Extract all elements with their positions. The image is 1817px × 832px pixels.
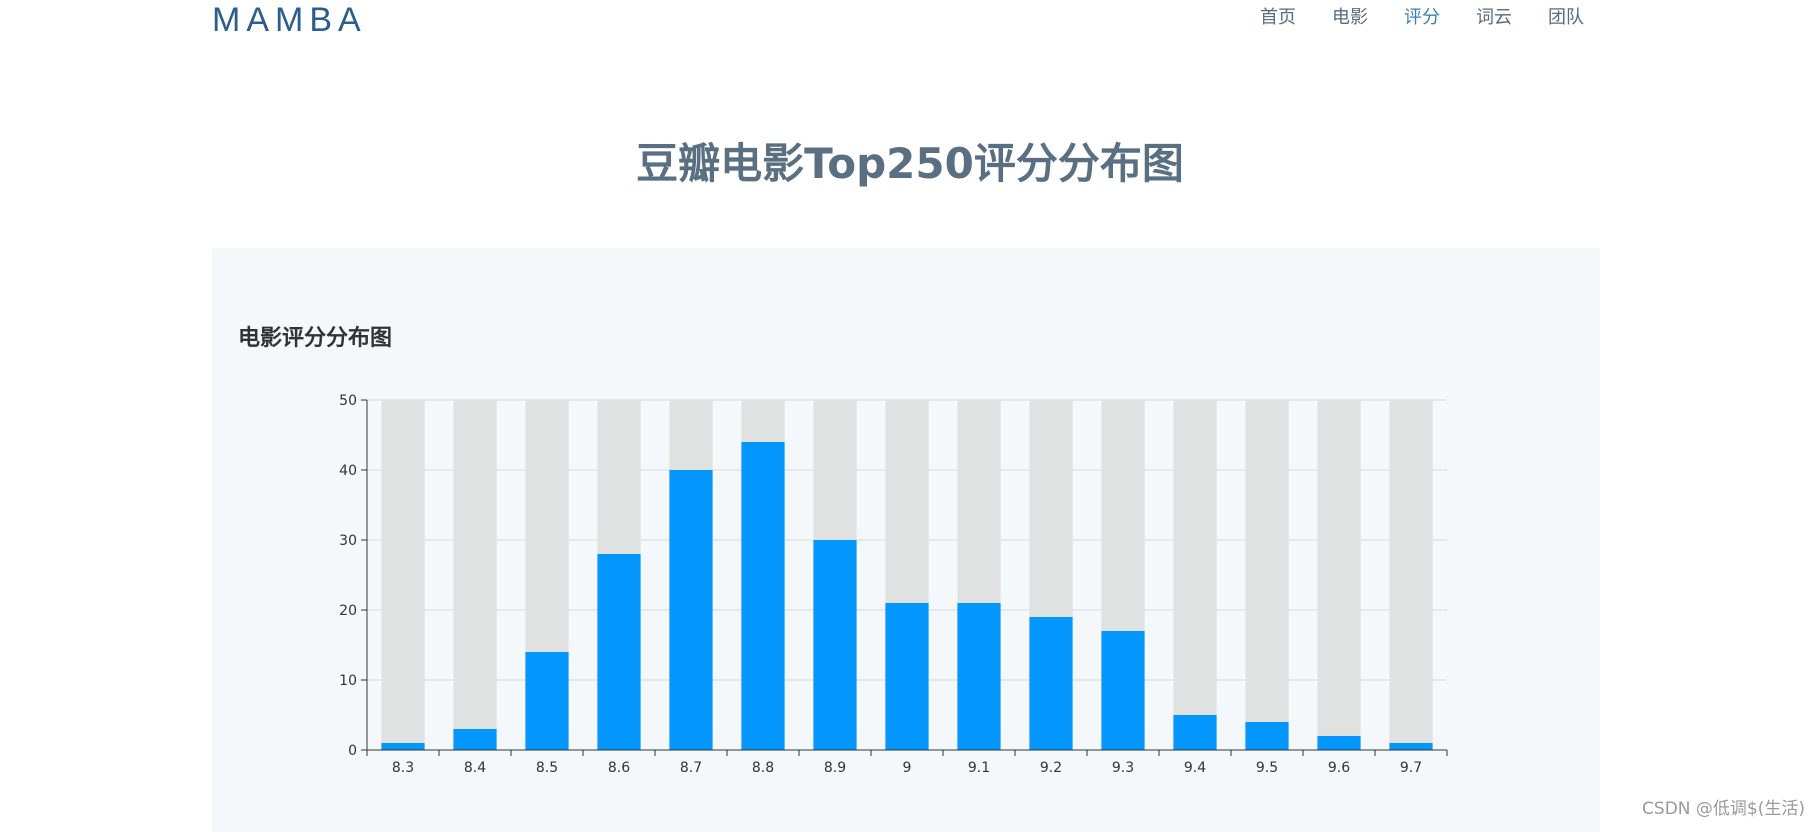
y-tick-label: 40 (339, 463, 357, 479)
y-tick-label: 20 (339, 603, 357, 619)
x-tick-label: 9.3 (1112, 760, 1134, 776)
x-tick-label: 9.2 (1040, 760, 1062, 776)
chart-title: 电影评分分布图 (238, 326, 393, 351)
bar (1029, 617, 1073, 750)
bar-background (453, 400, 497, 750)
bar (597, 554, 641, 750)
bar-background (1317, 400, 1361, 750)
bar (1173, 715, 1217, 750)
bar (741, 442, 785, 750)
nav-item-wordcloud[interactable]: 词云 (1476, 7, 1512, 28)
main-nav: 首页 电影 评分 词云 团队 (1260, 6, 1584, 30)
bar (957, 603, 1001, 750)
bar-background (381, 400, 425, 750)
y-tick-label: 10 (339, 673, 357, 689)
bar-background (1245, 400, 1289, 750)
bar (1389, 743, 1433, 750)
bar-background (1173, 400, 1217, 750)
nav-item-home[interactable]: 首页 (1260, 7, 1296, 28)
x-tick-label: 8.6 (608, 760, 630, 776)
x-tick-label: 8.4 (464, 760, 486, 776)
bar (453, 729, 497, 750)
x-tick-label: 9.5 (1256, 760, 1278, 776)
brand-logo[interactable]: MAMBA (212, 1, 367, 39)
x-tick-label: 8.7 (680, 760, 702, 776)
nav-item-team[interactable]: 团队 (1548, 7, 1584, 28)
y-tick-label: 0 (348, 743, 357, 759)
x-tick-label: 9.6 (1328, 760, 1350, 776)
page-title: 豆瓣电影Top250评分分布图 (636, 139, 1184, 188)
x-tick-label: 8.9 (824, 760, 846, 776)
bar (381, 743, 425, 750)
watermark: CSDN @低调$(生活) (1642, 799, 1805, 819)
x-tick-label: 8.3 (392, 760, 414, 776)
x-tick-label: 8.8 (752, 760, 774, 776)
x-tick-label: 9 (903, 760, 912, 776)
nav-item-ratings[interactable]: 评分 (1404, 7, 1440, 28)
x-tick-label: 9.1 (968, 760, 990, 776)
bar (1101, 631, 1145, 750)
x-tick-label: 9.7 (1400, 760, 1422, 776)
bar (669, 470, 713, 750)
bar (1245, 722, 1289, 750)
bar (813, 540, 857, 750)
y-tick-label: 50 (339, 393, 357, 409)
bar (1317, 736, 1361, 750)
bar (525, 652, 569, 750)
x-tick-label: 8.5 (536, 760, 558, 776)
bar-background (1389, 400, 1433, 750)
bar (885, 603, 929, 750)
x-tick-label: 9.4 (1184, 760, 1206, 776)
nav-item-movies[interactable]: 电影 (1332, 7, 1368, 28)
y-tick-label: 30 (339, 533, 357, 549)
